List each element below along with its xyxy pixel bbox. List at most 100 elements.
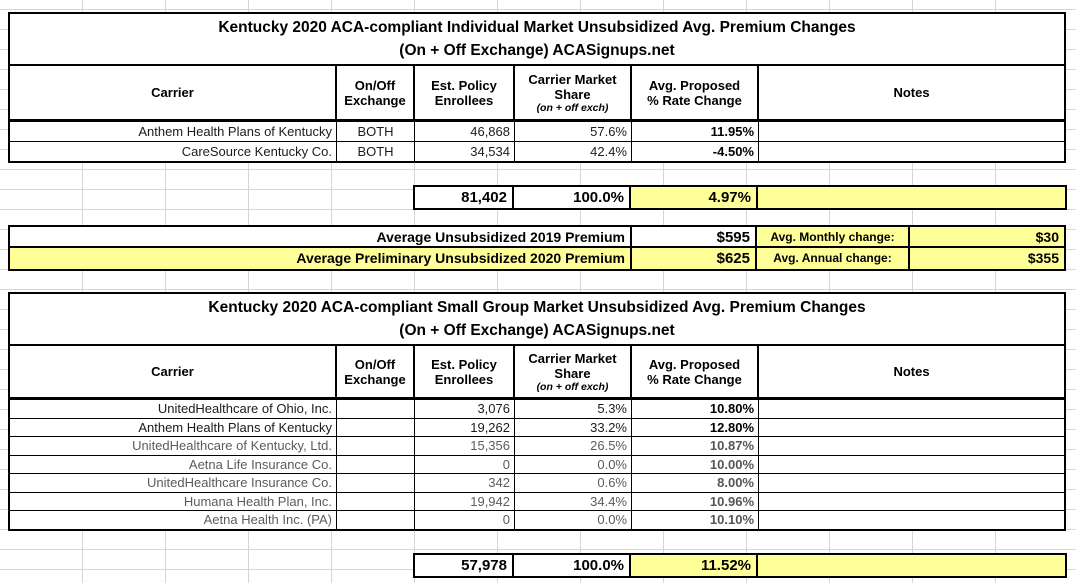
small-group-table-title: Kentucky 2020 ACA-compliant Small Group …	[10, 294, 1064, 346]
header-exchange-line1: On/Off	[354, 77, 396, 93]
header-exchange-line1: On/Off	[354, 356, 396, 372]
table-row: UnitedHealthcare of Ohio, Inc. 3,076 5.3…	[10, 399, 1064, 418]
cell-notes	[759, 142, 1064, 161]
table-row: UnitedHealthcare Insurance Co. 342 0.6% …	[10, 473, 1064, 492]
cell-carrier: Anthem Health Plans of Kentucky	[10, 418, 337, 436]
header-notes: Notes	[893, 85, 930, 100]
table-row: Anthem Health Plans of Kentucky 19,262 3…	[10, 417, 1064, 437]
header-enrollees-line2: Enrollees	[434, 371, 494, 387]
header-exchange-line2: Exchange	[344, 371, 406, 387]
total-rate-change: 4.97%	[631, 187, 758, 208]
header-carrier: Carrier	[10, 66, 337, 119]
avg-2020-row: Average Preliminary Unsubsidized 2020 Pr…	[10, 248, 1064, 269]
cell-carrier: UnitedHealthcare Insurance Co.	[10, 474, 337, 492]
title-line-2: (On + Off Exchange) ACASignups.net	[399, 42, 675, 59]
table-row: UnitedHealthcare of Kentucky, Ltd. 15,35…	[10, 436, 1064, 455]
header-share-line2: Share	[554, 86, 591, 102]
header-notes: Notes	[893, 364, 930, 379]
cell-enrollees: 19,942	[415, 492, 515, 510]
cell-rate-change: 11.95%	[632, 122, 759, 141]
header-exchange: On/Off Exchange	[337, 346, 415, 397]
cell-rate-change: 12.80%	[632, 418, 759, 436]
cell-exchange	[337, 400, 415, 418]
table-row: Aetna Health Inc. (PA) 0 0.0% 10.10%	[10, 510, 1064, 529]
cell-exchange: BOTH	[337, 122, 415, 141]
cell-carrier: UnitedHealthcare of Kentucky, Ltd.	[10, 437, 337, 455]
monthly-change-label: Avg. Monthly change:	[757, 227, 910, 246]
individual-total-row: 81,402 100.0% 4.97%	[413, 185, 1067, 210]
avg-2020-value: $625	[632, 248, 757, 269]
table-row: Anthem Health Plans of Kentucky BOTH 46,…	[10, 121, 1064, 141]
cell-enrollees: 0	[415, 455, 515, 473]
table-row: Humana Health Plan, Inc. 19,942 34.4% 10…	[10, 491, 1064, 510]
header-enrollees: Est. Policy Enrollees	[415, 66, 515, 119]
cell-exchange	[337, 474, 415, 492]
header-share-line3: (on + off exch)	[536, 380, 609, 393]
average-premium-summary: Average Unsubsidized 2019 Premium $595 A…	[8, 225, 1066, 271]
total-enrollees: 81,402	[415, 187, 514, 208]
header-enrollees-line1: Est. Policy	[431, 77, 497, 93]
table-row: CareSource Kentucky Co. BOTH 34,534 42.4…	[10, 141, 1064, 161]
header-enrollees: Est. Policy Enrollees	[415, 346, 515, 397]
cell-enrollees: 46,868	[415, 122, 515, 141]
header-exchange-line2: Exchange	[344, 92, 406, 108]
cell-rate-change: 10.80%	[632, 400, 759, 418]
header-rate-line1: Avg. Proposed	[648, 356, 741, 372]
cell-notes	[759, 419, 1064, 437]
cell-market-share: 42.4%	[515, 142, 632, 161]
cell-notes	[759, 474, 1064, 492]
header-rate-line1: Avg. Proposed	[648, 77, 741, 93]
avg-2019-value: $595	[632, 227, 757, 246]
header-rate-line2: % Rate Change	[647, 371, 742, 387]
cell-exchange	[337, 511, 415, 529]
cell-rate-change: 10.96%	[632, 492, 759, 510]
cell-exchange: BOTH	[337, 142, 415, 161]
cell-enrollees: 19,262	[415, 418, 515, 436]
cell-carrier: Humana Health Plan, Inc.	[10, 492, 337, 510]
cell-rate-change: 8.00%	[632, 474, 759, 492]
title-line-2: (On + Off Exchange) ACASignups.net	[399, 322, 675, 339]
header-enrollees-line1: Est. Policy	[431, 356, 497, 372]
header-exchange: On/Off Exchange	[337, 66, 415, 119]
header-market-share: Carrier Market Share (on + off exch)	[515, 346, 632, 397]
header-market-share: Carrier Market Share (on + off exch)	[515, 66, 632, 119]
cell-enrollees: 34,534	[415, 142, 515, 161]
cell-carrier: Aetna Life Insurance Co.	[10, 455, 337, 473]
cell-exchange	[337, 418, 415, 436]
cell-exchange	[337, 492, 415, 510]
total-notes	[758, 555, 1065, 576]
cell-notes	[759, 511, 1064, 529]
individual-header-row: Carrier On/Off Exchange Est. Policy Enro…	[10, 66, 1064, 121]
cell-enrollees: 3,076	[415, 400, 515, 418]
cell-market-share: 26.5%	[515, 437, 632, 455]
cell-carrier: Aetna Health Inc. (PA)	[10, 511, 337, 529]
avg-2019-label: Average Unsubsidized 2019 Premium	[10, 227, 632, 246]
cell-market-share: 57.6%	[515, 122, 632, 141]
cell-enrollees: 342	[415, 474, 515, 492]
title-line-1: Kentucky 2020 ACA-compliant Small Group …	[208, 299, 866, 316]
header-rate-line2: % Rate Change	[647, 92, 742, 108]
title-line-1: Kentucky 2020 ACA-compliant Individual M…	[218, 19, 856, 36]
avg-2019-row: Average Unsubsidized 2019 Premium $595 A…	[10, 227, 1064, 248]
cell-notes	[759, 400, 1064, 418]
avg-2020-label: Average Preliminary Unsubsidized 2020 Pr…	[10, 248, 632, 269]
cell-market-share: 34.4%	[515, 492, 632, 510]
header-enrollees-line2: Enrollees	[434, 92, 494, 108]
cell-notes	[759, 456, 1064, 474]
cell-market-share: 0.0%	[515, 511, 632, 529]
small-group-market-table: Kentucky 2020 ACA-compliant Small Group …	[8, 292, 1066, 531]
cell-exchange	[337, 455, 415, 473]
cell-rate-change: -4.50%	[632, 142, 759, 161]
cell-rate-change: 10.87%	[632, 437, 759, 455]
individual-market-table: Kentucky 2020 ACA-compliant Individual M…	[8, 12, 1066, 163]
cell-exchange	[337, 437, 415, 455]
header-share-line1: Carrier Market	[528, 71, 617, 87]
small-group-total-row: 57,978 100.0% 11.52%	[413, 553, 1067, 578]
header-share-line3: (on + off exch)	[536, 101, 609, 114]
cell-market-share: 0.0%	[515, 455, 632, 473]
cell-notes	[759, 437, 1064, 455]
cell-rate-change: 10.00%	[632, 455, 759, 473]
monthly-change-value: $30	[910, 227, 1064, 246]
annual-change-label: Avg. Annual change:	[757, 248, 910, 269]
